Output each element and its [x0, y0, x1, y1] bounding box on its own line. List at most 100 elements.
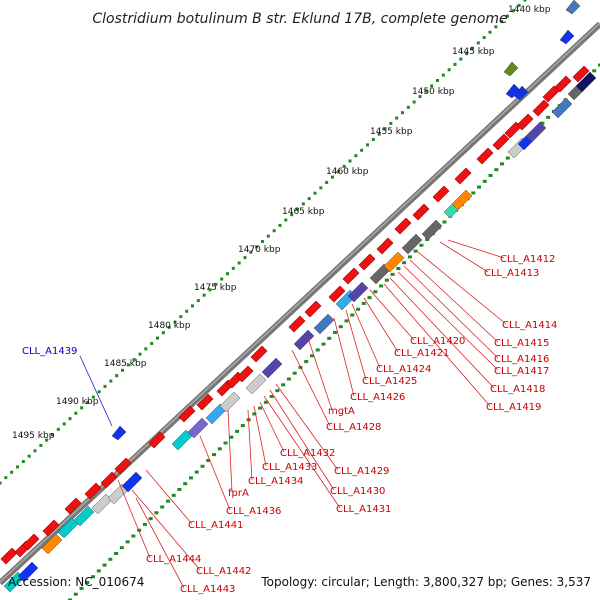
outer-tick-dot [331, 175, 334, 179]
outer-tick-dot [74, 411, 78, 415]
outer-tick-dot [523, 0, 527, 2]
scale-labels: 1440 kbp 1445 kbp 1450 kbp 1455 kbp 1460 kbp… [12, 5, 551, 441]
inner-tick-dot [235, 429, 240, 433]
outer-tick-dot [424, 89, 428, 93]
gene-arrow [178, 405, 196, 423]
outer-tick-dot [191, 304, 194, 308]
gene-label[interactable]: CLL_A1416 [494, 354, 549, 365]
gene-label[interactable]: CLL_A1434 [248, 476, 303, 487]
gene-label[interactable]: CLL_A1420 [410, 336, 465, 347]
outer-tick-dot [447, 68, 451, 72]
outer-tick-dot [418, 95, 422, 99]
gene-label[interactable]: mgtA [328, 406, 355, 417]
inner-tick-dot [212, 453, 217, 457]
gene-arrow [358, 253, 376, 271]
scale-label: 1450 kbp [412, 87, 455, 97]
gene-block [187, 417, 209, 439]
label-connector [447, 239, 505, 259]
gene-label[interactable]: CLL_A1413 [484, 268, 539, 279]
outer-tick-dot [243, 256, 247, 260]
label-connector [345, 309, 367, 381]
gene-label[interactable]: CLL_A1439 [22, 346, 77, 357]
inner-tick-dot [263, 400, 268, 404]
gene-label[interactable]: CLL_A1442 [196, 566, 251, 577]
gene-label[interactable]: CLL_A1444 [146, 554, 201, 565]
gene-label[interactable]: CLL_A1433 [262, 462, 317, 473]
inner-tick-dot [592, 69, 597, 73]
inner-tick-dot [356, 307, 361, 311]
scale-label: 1455 kbp [370, 127, 413, 137]
inner-tick-dot [500, 162, 505, 166]
inner-tick-dot [165, 499, 170, 503]
gene-arrow [516, 113, 534, 131]
gene-label[interactable]: CLL_A1419 [486, 402, 541, 413]
gene-label[interactable]: CLL_A1431 [336, 504, 391, 515]
outer-tick-dot [482, 36, 486, 40]
gene-label[interactable]: CLL_A1424 [376, 364, 431, 375]
inner-tick-dot [125, 540, 130, 544]
label-connector-lines [79, 239, 507, 589]
scale-label: 1465 kbp [282, 207, 325, 217]
gene-block [245, 373, 267, 395]
gene-label[interactable]: CLL_A1425 [362, 376, 417, 387]
outer-tick-dot [132, 358, 136, 362]
outer-tick-dot [237, 261, 241, 265]
outer-tick-dot [185, 309, 189, 313]
gene-label[interactable]: CLL_A1417 [494, 366, 549, 377]
outer-tick-dot [441, 73, 445, 77]
inner-tick-dot [102, 563, 107, 567]
outer-tick-dot [249, 250, 253, 254]
gene-label[interactable]: CLL_A1441 [188, 520, 243, 531]
gene-label[interactable]: CLL_A1421 [394, 348, 449, 359]
label-connector [247, 409, 253, 481]
gene-label[interactable]: CLL_A1415 [494, 338, 549, 349]
gene-block [17, 561, 39, 583]
gene-label[interactable]: CLL_A1429 [334, 466, 389, 477]
outer-tick-dot [284, 218, 288, 222]
inner-tick-dot [598, 63, 600, 67]
outer-tick-dot [488, 30, 492, 34]
label-connector [417, 251, 507, 325]
inner-tick-dot [206, 458, 211, 462]
outer-tick-dot [255, 245, 259, 249]
outer-tick-dot [453, 62, 457, 66]
gene-label[interactable]: CLL_A1412 [500, 254, 555, 265]
label-connector [135, 497, 185, 589]
inner-tick-dot [275, 389, 280, 393]
outer-tick-dot [220, 277, 224, 281]
gene-label[interactable]: CLL_A1426 [350, 392, 405, 403]
gene-label[interactable]: CLL_A1432 [280, 448, 335, 459]
gene-label[interactable]: CLL_A1443 [180, 584, 235, 595]
outer-tick-dot [371, 138, 375, 142]
gene-label[interactable]: fprA [228, 488, 249, 499]
outer-tick-dot [0, 481, 2, 485]
outer-tick-dot [109, 379, 113, 383]
gene-label[interactable]: CLL_A1436 [226, 506, 281, 517]
inner-tick-dot [505, 156, 510, 160]
inner-tick-dot [73, 592, 78, 596]
gene-arrow [196, 393, 214, 411]
gene-block-outer [513, 85, 529, 101]
gene-label[interactable]: CLL_A1414 [502, 320, 557, 331]
outer-tick-dot [377, 132, 381, 136]
gene-arrow [454, 167, 472, 185]
outer-tick-dot [290, 213, 294, 217]
gene-block [347, 281, 369, 303]
outer-tick-dot [348, 159, 352, 163]
label-connector [333, 317, 355, 397]
label-connector [389, 277, 495, 389]
outer-tick-dot [319, 186, 323, 190]
gene-label[interactable]: CLL_A1418 [490, 384, 545, 395]
inner-tick-dot [333, 331, 337, 334]
gene-arrow [532, 99, 550, 117]
inner-tick-dot [269, 394, 274, 398]
gene-label[interactable]: CLL_A1428 [326, 422, 381, 433]
outer-tick-dot [436, 79, 439, 82]
inner-tick-dot [546, 115, 551, 119]
outer-tick-dot [500, 19, 504, 23]
gene-label[interactable]: CLL_A1430 [330, 486, 385, 497]
outer-tick-dot [494, 25, 498, 29]
gene-block [451, 189, 473, 211]
label-connector [145, 469, 193, 525]
